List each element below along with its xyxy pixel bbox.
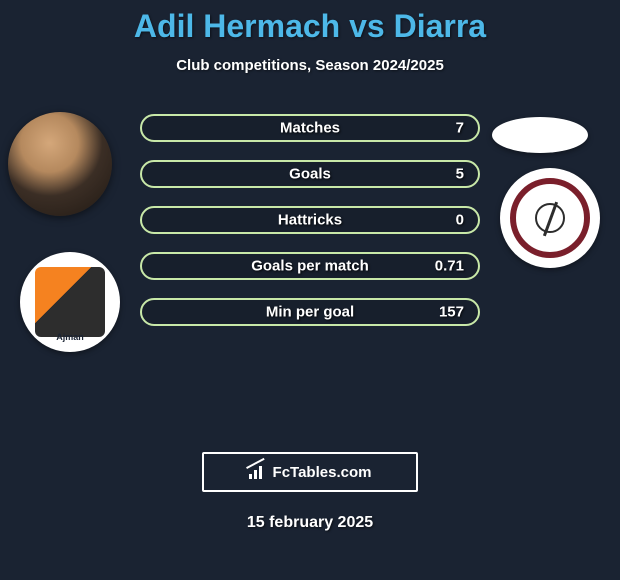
stat-value: 0.71 xyxy=(435,258,464,275)
infographic-root: Adil Hermach vs Diarra Club competitions… xyxy=(0,0,620,532)
club-badge-left-label: Ajman xyxy=(56,332,84,342)
stat-value: 157 xyxy=(439,304,464,321)
stat-label: Min per goal xyxy=(266,304,354,321)
date-line: 15 february 2025 xyxy=(0,514,620,532)
subtitle: Club competitions, Season 2024/2025 xyxy=(0,57,620,74)
club-badge-left-graphic xyxy=(35,267,105,337)
stat-label: Goals xyxy=(289,166,331,183)
stat-row-hattricks: Hattricks 0 xyxy=(140,206,480,234)
club-badge-right-mark xyxy=(535,203,565,233)
page-title: Adil Hermach vs Diarra xyxy=(0,8,620,45)
stat-label: Goals per match xyxy=(251,258,369,275)
stat-value: 7 xyxy=(456,120,464,137)
stats-list: Matches 7 Goals 5 Hattricks 0 Goals per … xyxy=(140,114,480,344)
stat-value: 5 xyxy=(456,166,464,183)
player-photo-right-placeholder xyxy=(492,117,588,153)
stat-label: Matches xyxy=(280,120,340,137)
club-badge-right xyxy=(500,168,600,268)
bar-chart-icon xyxy=(249,465,267,479)
stat-row-goals-per-match: Goals per match 0.71 xyxy=(140,252,480,280)
stat-row-matches: Matches 7 xyxy=(140,114,480,142)
player-photo-left xyxy=(8,112,112,216)
stat-value: 0 xyxy=(456,212,464,229)
stat-row-goals: Goals 5 xyxy=(140,160,480,188)
club-badge-right-ring xyxy=(510,178,590,258)
brand-text: FcTables.com xyxy=(273,464,372,481)
club-badge-left: Ajman xyxy=(20,252,120,352)
brand-box[interactable]: FcTables.com xyxy=(202,452,418,492)
stat-row-min-per-goal: Min per goal 157 xyxy=(140,298,480,326)
stat-label: Hattricks xyxy=(278,212,342,229)
comparison-area: Ajman Matches 7 Goals 5 Hattricks 0 Goal… xyxy=(0,102,620,342)
